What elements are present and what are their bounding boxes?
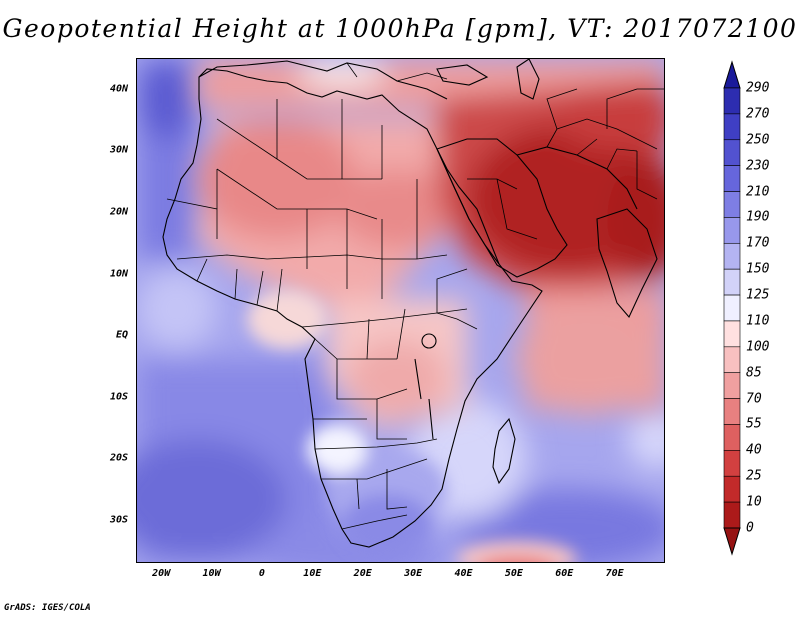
colorbar-swatch bbox=[723, 242, 741, 270]
lon-tick-label: 40E bbox=[454, 568, 473, 579]
colorbar-arrow-top bbox=[723, 60, 741, 89]
colorbar-swatch bbox=[723, 346, 741, 374]
lon-tick-label: 20W bbox=[152, 568, 171, 579]
colorbar-level-label: 10 bbox=[746, 494, 762, 510]
lat-tick-label: 30S bbox=[109, 514, 128, 526]
country-borders bbox=[166, 62, 664, 530]
colorbar-level-label: 210 bbox=[746, 184, 770, 200]
colorbar-level-label: 270 bbox=[746, 106, 770, 122]
lon-tick-label: 0 bbox=[258, 568, 265, 579]
colorbar-swatch bbox=[723, 87, 741, 115]
colorbar-swatch bbox=[723, 320, 741, 348]
lat-tick-label: 20S bbox=[109, 452, 128, 464]
colorbar-swatch bbox=[723, 113, 741, 141]
lat-tick-label: EQ bbox=[115, 329, 128, 341]
colorbar-level-label: 170 bbox=[746, 235, 770, 251]
colorbar-swatch bbox=[723, 217, 741, 244]
colorbar-swatch bbox=[723, 165, 741, 192]
lon-tick-label: 10W bbox=[202, 568, 221, 579]
lat-tick-label: 40N bbox=[109, 83, 128, 95]
lon-tick-label: 70E bbox=[605, 568, 624, 579]
colorbar-swatch bbox=[723, 268, 741, 296]
colorbar-swatch bbox=[723, 139, 741, 166]
colorbar-swatch bbox=[723, 475, 741, 503]
colorbar-swatch bbox=[723, 501, 741, 529]
colorbar-level-label: 0 bbox=[746, 520, 754, 536]
colorbar-level-label: 25 bbox=[746, 468, 762, 484]
colorbar-level-label: 100 bbox=[746, 339, 770, 355]
lon-tick-label: 20E bbox=[353, 568, 372, 579]
lon-tick-label: 10E bbox=[303, 568, 322, 579]
colorbar-swatch bbox=[723, 450, 741, 477]
colorbar-level-label: 290 bbox=[746, 80, 770, 96]
colorbar-level-label: 40 bbox=[746, 442, 762, 458]
lon-tick-label: 60E bbox=[555, 568, 574, 579]
colorbar-level-label: 250 bbox=[746, 132, 770, 148]
lat-tick-label: 10N bbox=[109, 268, 128, 280]
map-title: Geopotential Height at 1000hPa [gpm], VT… bbox=[2, 14, 798, 43]
colorbar-level-label: 190 bbox=[746, 209, 770, 225]
lat-tick-label: 30N bbox=[109, 144, 128, 156]
coastlines bbox=[162, 59, 658, 548]
map-panel bbox=[136, 58, 665, 563]
colorbar-arrow-bottom bbox=[723, 527, 741, 556]
field-land-high bbox=[197, 59, 664, 429]
colorbar-level-label: 55 bbox=[746, 416, 762, 432]
colorbar-level-label: 230 bbox=[746, 158, 770, 174]
colorbar-swatch bbox=[723, 398, 741, 425]
colorbar-level-label: 70 bbox=[746, 391, 762, 407]
lon-tick-label: 30E bbox=[404, 568, 423, 579]
colorbar-swatch bbox=[723, 424, 741, 451]
colorbar-swatch bbox=[723, 372, 741, 399]
geopotential-map bbox=[137, 59, 664, 562]
colorbar-level-label: 125 bbox=[746, 287, 770, 303]
colorbar-swatch bbox=[723, 294, 741, 322]
lat-tick-label: 10S bbox=[109, 391, 128, 403]
colorbar-level-label: 85 bbox=[746, 365, 762, 381]
colorbar-level-label: 150 bbox=[746, 261, 770, 277]
lat-tick-label: 20N bbox=[109, 206, 128, 218]
colorbar-swatch bbox=[723, 191, 741, 218]
grads-credit: GrADS: IGES/COLA bbox=[4, 603, 91, 613]
colorbar-level-label: 110 bbox=[746, 313, 770, 329]
lon-tick-label: 50E bbox=[504, 568, 523, 579]
